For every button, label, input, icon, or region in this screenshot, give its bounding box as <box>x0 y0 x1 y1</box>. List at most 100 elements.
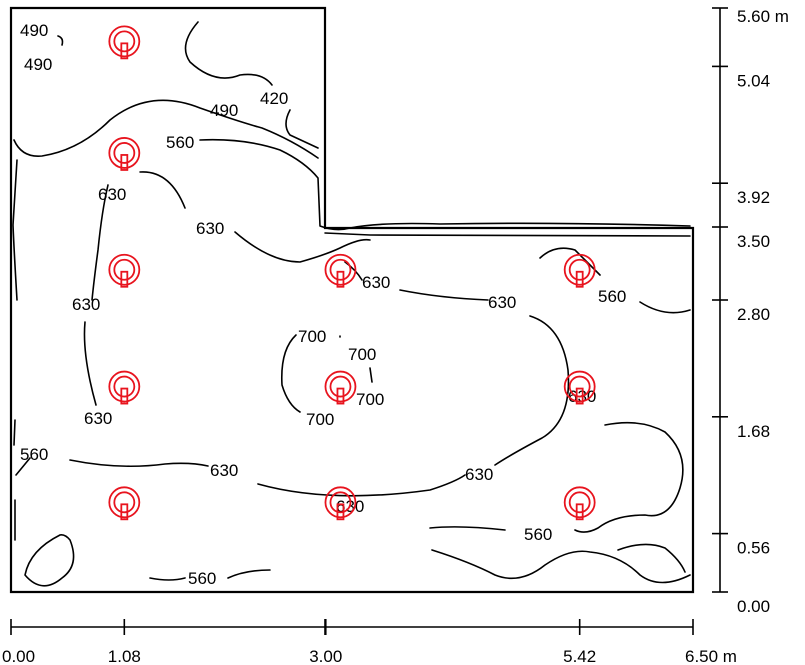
luminaire-body <box>336 270 345 288</box>
contour-label: 420 <box>260 89 288 108</box>
contour-line <box>57 35 64 46</box>
luminaire-outer-ring <box>324 370 357 403</box>
contour-label: 700 <box>306 410 334 429</box>
contour-line <box>617 543 686 573</box>
luminaire-outer-ring <box>324 486 357 519</box>
contour-line <box>83 184 109 406</box>
luminaire-outer-ring <box>108 370 141 403</box>
luminaire-outer-ring <box>108 25 141 58</box>
luminaire-body <box>120 270 129 288</box>
contour-label: 700 <box>348 345 376 364</box>
y-axis-tick-label: 3.92 <box>737 188 770 207</box>
luminaire-inner-ring <box>113 258 136 281</box>
x-axis-tick-label: 1.08 <box>108 647 141 665</box>
contour-line <box>539 247 691 314</box>
luminaire-outer-ring <box>563 370 596 403</box>
contour-label: 630 <box>362 273 390 292</box>
luminaire-body <box>120 154 129 171</box>
x-axis-ruler: 0.00 1.08 3.00 5.42 6.50 m <box>2 619 737 665</box>
luminaire-body <box>336 387 345 405</box>
luminaire-inner-ring <box>329 375 352 398</box>
contour-label: 560 <box>524 525 552 544</box>
luminaire-icon <box>108 137 141 171</box>
luminaire-icon <box>108 25 141 60</box>
contour-label: 490 <box>24 55 52 74</box>
contour-label: 630 <box>465 465 493 484</box>
contour-line <box>149 569 271 581</box>
luminaire-icon <box>108 486 141 521</box>
x-axis-tick-label: 6.50 m <box>685 647 737 665</box>
luminaire-outer-ring <box>108 137 141 169</box>
luminaire-inner-ring <box>113 375 136 398</box>
y-axis-tick-label: 5.04 <box>737 71 770 90</box>
luminaire-body <box>575 387 584 405</box>
contour-label: 630 <box>98 185 126 204</box>
luminaire-outer-ring <box>563 253 596 286</box>
luminaire-outer-ring <box>108 253 141 286</box>
contour-label: 560 <box>20 445 48 464</box>
y-axis-tick-label: 0.00 <box>737 597 770 616</box>
contour-line <box>184 21 319 149</box>
contour-line <box>344 261 570 466</box>
y-axis-tick-label: 0.56 <box>737 539 770 558</box>
x-axis-tick-label: 5.42 <box>563 647 596 665</box>
contour-label: 630 <box>488 293 516 312</box>
luminaire-outer-ring <box>324 253 357 286</box>
contour-labels: 490 490 420 490 560 630 630 630 630 630 560 700 700 7… <box>20 21 626 588</box>
room-outline <box>9 6 695 594</box>
luminaire-inner-ring <box>113 491 136 514</box>
contour-line <box>24 534 75 587</box>
luminaire-body <box>575 270 584 288</box>
contour-label: 560 <box>188 569 216 588</box>
y-axis-ruler: 0.00 0.56 1.68 2.80 3.50 3.92 5.04 5.60 m <box>712 7 789 616</box>
luminaire-icon <box>324 486 357 521</box>
contour-line <box>13 99 319 159</box>
luminaire-icon <box>563 486 596 521</box>
y-axis-tick-label: 2.80 <box>737 305 770 324</box>
luminaire-inner-ring <box>113 142 136 164</box>
x-axis-tick-label: 3.00 <box>309 647 342 665</box>
luminaire-icon <box>563 253 596 288</box>
contour-line <box>199 138 691 231</box>
contour-label: 630 <box>84 409 112 428</box>
contour-line <box>574 421 684 533</box>
luminaire-icon <box>108 253 141 288</box>
room-wall-step <box>324 232 691 237</box>
contour-line <box>15 457 466 497</box>
contour-label: 560 <box>598 287 626 306</box>
contour-line <box>12 159 18 446</box>
luminaire-inner-ring <box>329 258 352 281</box>
luminaire-outer-ring <box>108 486 141 519</box>
luminaire-inner-ring <box>568 258 591 281</box>
contour-line <box>280 334 341 413</box>
luminaire-inner-ring <box>329 491 352 514</box>
luminaire-body <box>120 387 129 405</box>
luminaire-icon <box>324 253 357 288</box>
luminaire-body <box>575 503 584 521</box>
contour-label: 490 <box>210 101 238 120</box>
luminaire-icon <box>324 370 357 405</box>
luminaire-body <box>336 503 345 521</box>
contour-line <box>431 549 691 584</box>
luminaire-body <box>120 503 129 521</box>
luminaire-icon <box>108 370 141 405</box>
contour-line <box>369 367 373 383</box>
contour-label: 490 <box>20 21 48 40</box>
y-axis-tick-label: 3.50 <box>737 232 770 251</box>
contour-label: 560 <box>166 133 194 152</box>
contour-line <box>139 171 371 263</box>
contour-label: 630 <box>196 219 224 238</box>
y-axis-tick-label: 1.68 <box>737 422 770 441</box>
luminaire-body <box>120 42 129 60</box>
luminaire-inner-ring <box>113 30 136 53</box>
luminaire-inner-ring <box>568 375 591 398</box>
luminaire-inner-ring <box>568 491 591 514</box>
y-axis-tick-label: 5.60 m <box>737 7 789 26</box>
luminaires <box>108 25 596 521</box>
contour-label: 630 <box>210 461 238 480</box>
x-axis-tick-label: 0.00 <box>2 647 35 665</box>
contour-label: 700 <box>298 327 326 346</box>
luminaire-outer-ring <box>563 486 596 519</box>
contour-label: 630 <box>72 295 100 314</box>
